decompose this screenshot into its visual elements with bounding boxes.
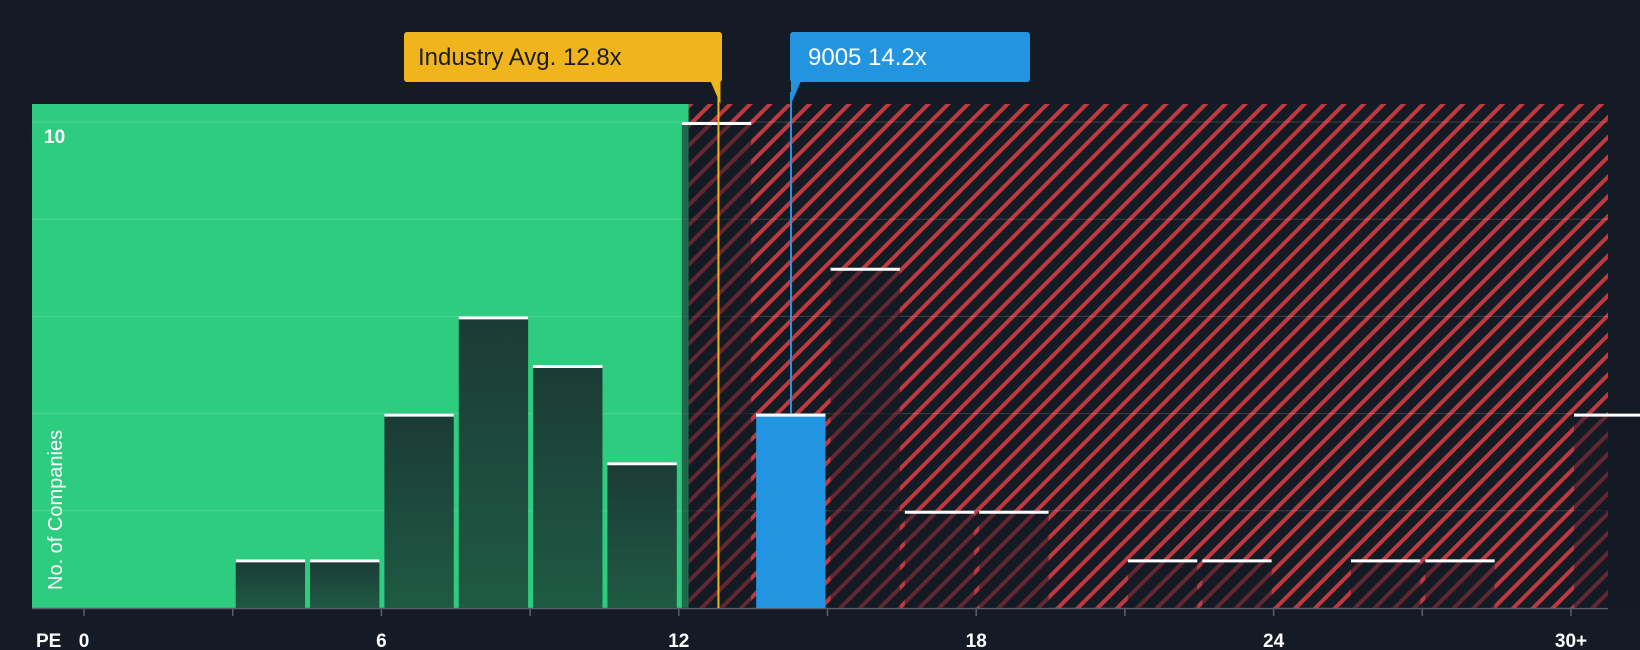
y-axis-label: No. of Companies	[45, 430, 67, 590]
histogram-bar	[830, 267, 900, 608]
industry-avg-pointer	[710, 81, 721, 104]
histogram-bar	[607, 462, 677, 608]
histogram-bar	[979, 510, 1049, 608]
x-tick-label: 24	[1263, 631, 1285, 650]
x-tick-label: 18	[966, 631, 987, 650]
x-tick-label: 6	[376, 631, 387, 650]
histogram-bar	[1425, 559, 1495, 608]
company-label: 9005 14.2x	[808, 44, 927, 71]
company-pointer	[791, 81, 801, 104]
histogram-bar	[533, 365, 603, 608]
histogram-bar	[681, 122, 752, 608]
histogram-bar	[235, 559, 306, 608]
industry-avg-label: Industry Avg. 12.8x	[418, 44, 622, 71]
x-tick-label: 0	[79, 631, 90, 650]
histogram-bar	[904, 510, 975, 608]
overvalued-zone	[688, 104, 1608, 608]
company-callout	[790, 32, 1030, 82]
histogram-bar	[384, 413, 454, 608]
y-tick-label: 10	[44, 127, 65, 148]
x-axis-label: PE	[36, 631, 61, 650]
x-tick-label: 12	[668, 631, 689, 650]
histogram-bar	[1574, 413, 1640, 608]
x-tick-label: 30+	[1555, 631, 1587, 650]
histogram-bar	[1202, 559, 1272, 608]
company-bar	[756, 413, 826, 608]
histogram-bar	[1127, 559, 1198, 608]
industry-avg-callout	[404, 32, 722, 82]
histogram-bar	[1350, 559, 1421, 608]
histogram-bar	[310, 559, 380, 608]
histogram-bar	[458, 316, 529, 608]
